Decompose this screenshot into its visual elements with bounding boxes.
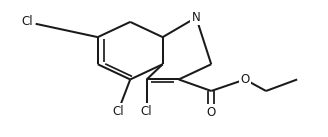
Text: Cl: Cl: [21, 15, 33, 28]
Text: N: N: [192, 11, 200, 24]
Text: O: O: [240, 73, 250, 86]
Text: O: O: [207, 106, 216, 119]
Text: Cl: Cl: [141, 105, 153, 118]
Text: Cl: Cl: [112, 105, 124, 118]
